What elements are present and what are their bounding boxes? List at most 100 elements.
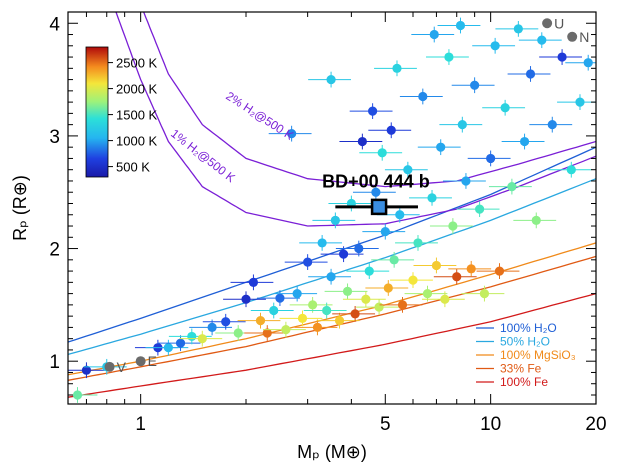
point-marker (422, 289, 433, 299)
point-marker (297, 313, 308, 323)
point-marker (531, 215, 541, 225)
point-marker (241, 294, 251, 304)
data-point (379, 296, 423, 313)
x-tick-label: 10 (480, 414, 501, 435)
point-marker (444, 52, 454, 62)
point-marker (374, 302, 384, 312)
point-marker (397, 300, 408, 310)
x-axis-label: Mₚ (M⊕) (297, 442, 367, 462)
data-point (244, 325, 288, 341)
data-point (472, 37, 516, 54)
data-point (328, 195, 372, 212)
colorbar-gradient (85, 46, 109, 178)
data-point (316, 312, 360, 329)
x-tick-label: 20 (585, 414, 606, 435)
data-point (320, 246, 364, 263)
model-curves (68, 12, 596, 398)
data-point (312, 212, 356, 229)
y-tick-label: 2 (49, 240, 60, 261)
point-marker (479, 289, 490, 299)
planet-points (68, 17, 596, 403)
data-point (324, 283, 368, 300)
point-marker (357, 136, 367, 147)
data-point (395, 235, 438, 251)
data-point (443, 173, 486, 189)
point-marker (383, 283, 393, 293)
data-point (384, 161, 428, 178)
data-point (518, 32, 562, 49)
point-marker (490, 41, 500, 51)
point-marker (269, 305, 279, 316)
point-marker (207, 322, 217, 333)
point-marker (452, 272, 462, 282)
data-point (284, 254, 328, 270)
composition-curve-2 (68, 242, 596, 376)
data-point (179, 330, 223, 347)
data-point (279, 310, 323, 327)
point-marker (175, 338, 186, 348)
point-marker (338, 249, 349, 259)
data-point (230, 274, 274, 291)
point-marker (466, 264, 476, 274)
point-marker (461, 176, 471, 186)
data-point (262, 321, 306, 338)
data-point (565, 54, 596, 71)
point-marker (197, 334, 207, 344)
point-marker (431, 260, 442, 271)
point-marker (342, 286, 353, 296)
solar-planet-u (542, 18, 553, 29)
point-marker (436, 142, 446, 152)
highlight-planet: BD+00 444 b (322, 172, 430, 216)
point-marker (81, 365, 92, 375)
point-marker (322, 305, 332, 316)
h2-2pct-label: 2% H₂@500 K (223, 89, 296, 143)
data-point (488, 178, 532, 195)
point-marker (457, 120, 467, 130)
point-marker (350, 309, 360, 319)
point-marker (448, 221, 458, 231)
point-marker (380, 227, 390, 237)
data-point (461, 285, 505, 302)
data-point (476, 263, 520, 279)
point-marker (317, 238, 327, 248)
data-point (145, 339, 189, 356)
point-marker (413, 238, 423, 248)
colorbar-tick-label: 1000 K (116, 134, 158, 149)
legend-label: 100% MgSiO₃ (500, 348, 576, 362)
point-marker (326, 74, 336, 85)
x-tick-label: 1 (135, 414, 146, 435)
temperature-colorbar: 2500 K 2000 K 1500 K 1000 K 500 K (85, 46, 158, 178)
point-marker (287, 129, 297, 139)
colorbar-tick-label: 2500 K (116, 56, 158, 71)
data-point (303, 302, 347, 319)
data-point (335, 240, 379, 257)
data-point (501, 133, 545, 150)
data-point (268, 125, 312, 142)
data-point (368, 122, 412, 139)
legend-label: 50% H₂O (500, 335, 550, 349)
point-marker (440, 294, 450, 304)
y-tick-label: 1 (49, 352, 60, 373)
point-marker (507, 181, 517, 192)
point-marker (418, 91, 428, 102)
data-point (513, 212, 557, 229)
point-marker (368, 106, 378, 116)
point-marker (429, 29, 439, 40)
point-marker (547, 120, 557, 130)
solar-planet-n (567, 31, 578, 42)
solar-planet-v (104, 361, 115, 372)
data-point (448, 260, 492, 277)
data-point (250, 302, 294, 319)
point-marker (403, 165, 413, 175)
data-point (413, 257, 457, 274)
data-point (495, 21, 539, 37)
data-point (346, 263, 390, 279)
data-point (299, 235, 343, 251)
axis-ticks: 1 5 10 20 1 2 3 4 (49, 12, 607, 435)
highlight-label: BD+00 444 b (322, 172, 430, 192)
point-marker (566, 165, 576, 175)
data-point (289, 296, 333, 313)
data-point (68, 387, 98, 403)
data-point (439, 116, 483, 133)
data-point (362, 223, 406, 240)
